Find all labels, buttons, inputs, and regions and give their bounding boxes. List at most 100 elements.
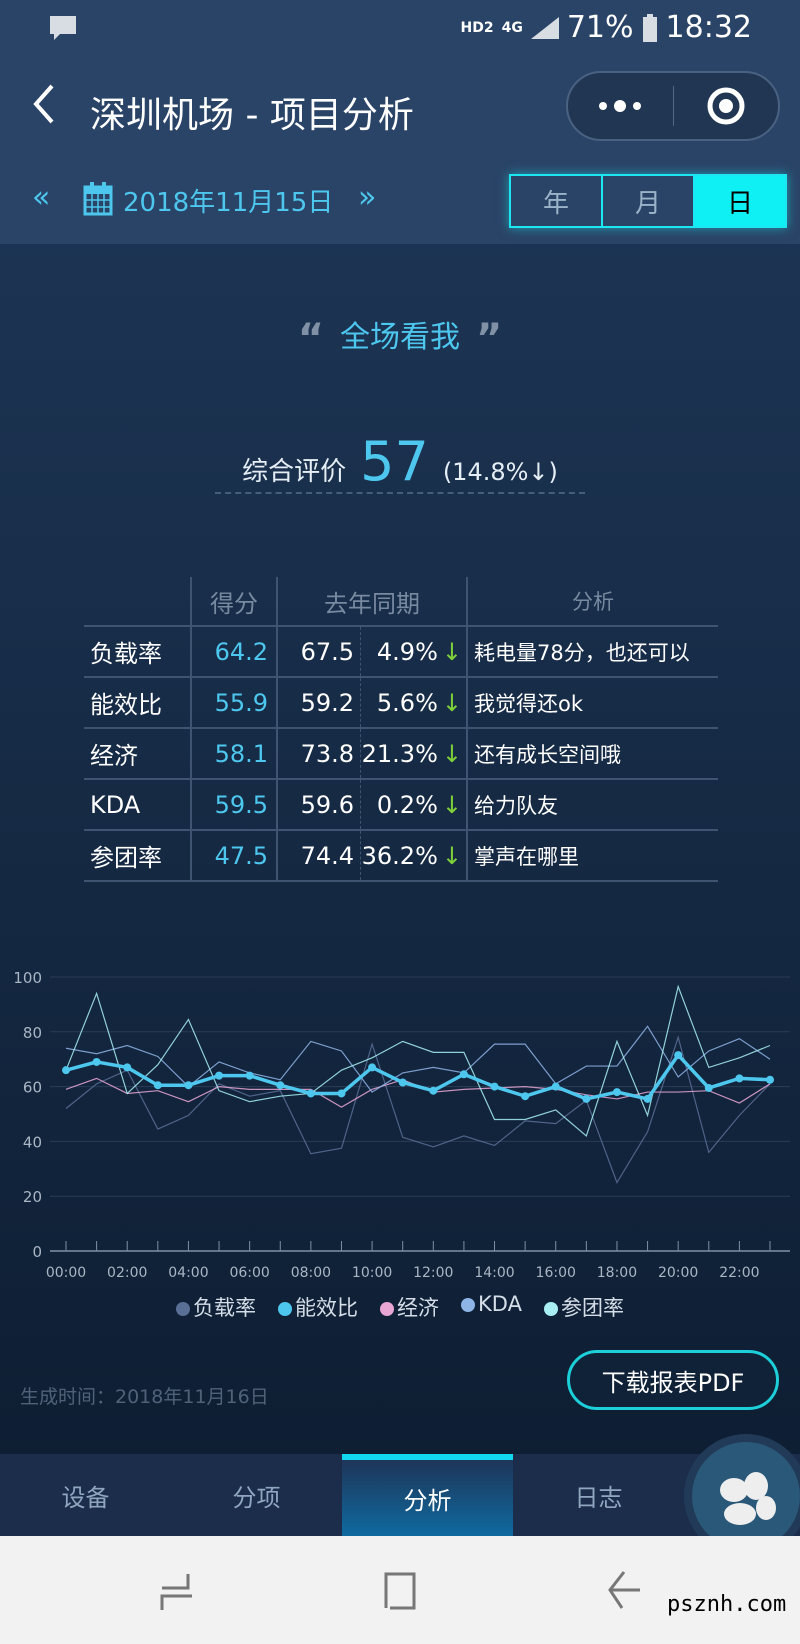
- x-tick-label: 10:00: [352, 1265, 392, 1281]
- row-change: 36.2% ↓: [360, 831, 466, 880]
- line-chart: 0 20 40 60 80 100 00:00 02:00 04:00 06:00 08:00 10:…: [13, 969, 790, 1281]
- table-row: 经济 58.1 73.8 21.3% ↓ 还有成长空间哦: [84, 729, 718, 780]
- overall-score: 综合评价 57 (14.8%↓): [0, 430, 800, 493]
- row-score: 55.9: [190, 678, 276, 727]
- row-note: 我觉得还ok: [466, 678, 718, 727]
- x-tick-label: 06:00: [229, 1265, 269, 1281]
- row-change: 4.9% ↓: [360, 627, 466, 676]
- row-name: KDA: [90, 790, 141, 819]
- floating-action-button[interactable]: [692, 1442, 800, 1550]
- table-row: KDA 59.5 59.6 0.2% ↓ 给力队友: [84, 780, 718, 831]
- download-pdf-button[interactable]: 下载报表PDF: [567, 1350, 779, 1410]
- row-last-year: 59.6: [276, 780, 360, 829]
- back-icon[interactable]: [606, 1570, 642, 1612]
- signal-indicator: 4G: [501, 19, 523, 36]
- page-title: 深圳机场 - 项目分析: [90, 95, 414, 136]
- y-tick-label: 40: [23, 1133, 42, 1151]
- legend-label: 经济: [397, 1296, 440, 1320]
- row-change-pct: 36.2%: [361, 841, 438, 870]
- data-point: [766, 1075, 774, 1084]
- next-date-button[interactable]: »: [358, 180, 377, 215]
- x-tick-label: 22:00: [719, 1265, 759, 1281]
- table-header: 得分 去年同期 分析: [84, 577, 718, 627]
- row-note: 掌声在哪里: [466, 831, 718, 880]
- message-icon: [50, 16, 76, 40]
- data-point: [245, 1071, 254, 1080]
- status-bar: HD2 4G 71% 18:32: [461, 10, 752, 45]
- data-point: [551, 1082, 560, 1091]
- chevron-left-icon[interactable]: [30, 82, 58, 126]
- series-line-2: [65, 1077, 771, 1108]
- battery-level: 71%: [566, 10, 634, 45]
- headline-text: 全场看我: [340, 320, 460, 355]
- score-label: 综合评价: [242, 457, 347, 487]
- y-tick-label: 60: [23, 1079, 42, 1097]
- home-icon[interactable]: [382, 1570, 418, 1612]
- prev-date-button[interactable]: «: [32, 180, 51, 215]
- header-analysis: 分析: [466, 577, 718, 625]
- row-change-pct: 0.2%: [376, 790, 438, 819]
- data-point: [123, 1063, 132, 1072]
- tab-items[interactable]: 分项: [232, 1483, 281, 1512]
- paw-icon: [720, 1472, 776, 1525]
- tab-bar: 设备 分项 分析 日志: [0, 1454, 800, 1536]
- x-tick-label: 04:00: [168, 1265, 208, 1281]
- score-value: 57: [360, 430, 429, 493]
- tab-log[interactable]: 日志: [574, 1483, 623, 1512]
- data-point: [398, 1078, 407, 1087]
- watermark: psznh.com: [667, 1592, 787, 1617]
- legend-label: 参团率: [560, 1296, 624, 1320]
- divider: [672, 86, 674, 126]
- y-tick-label: 100: [13, 969, 42, 987]
- clock: 18:32: [665, 10, 752, 45]
- data-point: [276, 1081, 285, 1090]
- data-point: [459, 1070, 468, 1079]
- calendar-icon: [83, 182, 113, 216]
- arrow-down-icon: ↓: [441, 739, 462, 768]
- row-last-year: 73.8: [276, 729, 360, 778]
- data-point: [582, 1094, 591, 1103]
- recent-apps-icon[interactable]: [158, 1572, 194, 1612]
- row-name: 经济: [90, 742, 138, 770]
- y-tick-label: 0: [32, 1243, 42, 1261]
- x-tick-label: 02:00: [107, 1265, 147, 1281]
- network-indicator: HD2: [460, 19, 494, 36]
- x-tick-label: 20:00: [658, 1265, 698, 1281]
- period-year[interactable]: 年: [511, 176, 603, 226]
- series-line-4: [65, 984, 771, 1137]
- legend-dot-icon: [176, 1302, 191, 1316]
- row-name: 负载率: [90, 640, 162, 668]
- row-score: 58.1: [190, 729, 276, 778]
- signal-icon: [530, 16, 559, 39]
- data-point: [368, 1063, 377, 1072]
- legend-item[interactable]: KDA: [461, 1292, 522, 1322]
- legend-item[interactable]: 经济: [380, 1292, 439, 1322]
- header-last-year: 去年同期: [276, 577, 466, 625]
- series-line-3: [65, 1025, 771, 1093]
- more-dots-icon: [599, 100, 642, 112]
- date-navigation: « 2018年11月15日 » 年 月 日: [0, 174, 800, 228]
- period-month[interactable]: 月: [603, 176, 695, 226]
- row-score: 64.2: [190, 627, 276, 676]
- y-tick-label: 80: [23, 1024, 42, 1042]
- row-note: 给力队友: [466, 780, 718, 829]
- period-selector: 年 月 日: [509, 174, 787, 228]
- series-line-1: [65, 1052, 771, 1101]
- row-note: 耗电量78分，也还可以: [466, 627, 718, 676]
- more-button[interactable]: [568, 73, 673, 139]
- tab-devices[interactable]: 设备: [61, 1483, 110, 1512]
- tab-analysis[interactable]: 分析: [342, 1454, 513, 1536]
- quote-open-icon: “: [297, 315, 324, 362]
- legend-label: 负载率: [193, 1296, 257, 1320]
- legend-item[interactable]: 负载率: [176, 1292, 256, 1322]
- x-tick-label: 18:00: [597, 1265, 637, 1281]
- legend-item[interactable]: 能效比: [278, 1292, 358, 1322]
- legend-item[interactable]: 参团率: [543, 1292, 624, 1322]
- data-point: [184, 1081, 193, 1090]
- period-day[interactable]: 日: [695, 176, 785, 226]
- series-line-0: [65, 1035, 771, 1184]
- close-button[interactable]: [674, 73, 779, 139]
- generated-time: 生成时间：2018年11月16日: [20, 1386, 269, 1408]
- current-date[interactable]: 2018年11月15日: [123, 188, 334, 218]
- battery-icon: [642, 13, 657, 42]
